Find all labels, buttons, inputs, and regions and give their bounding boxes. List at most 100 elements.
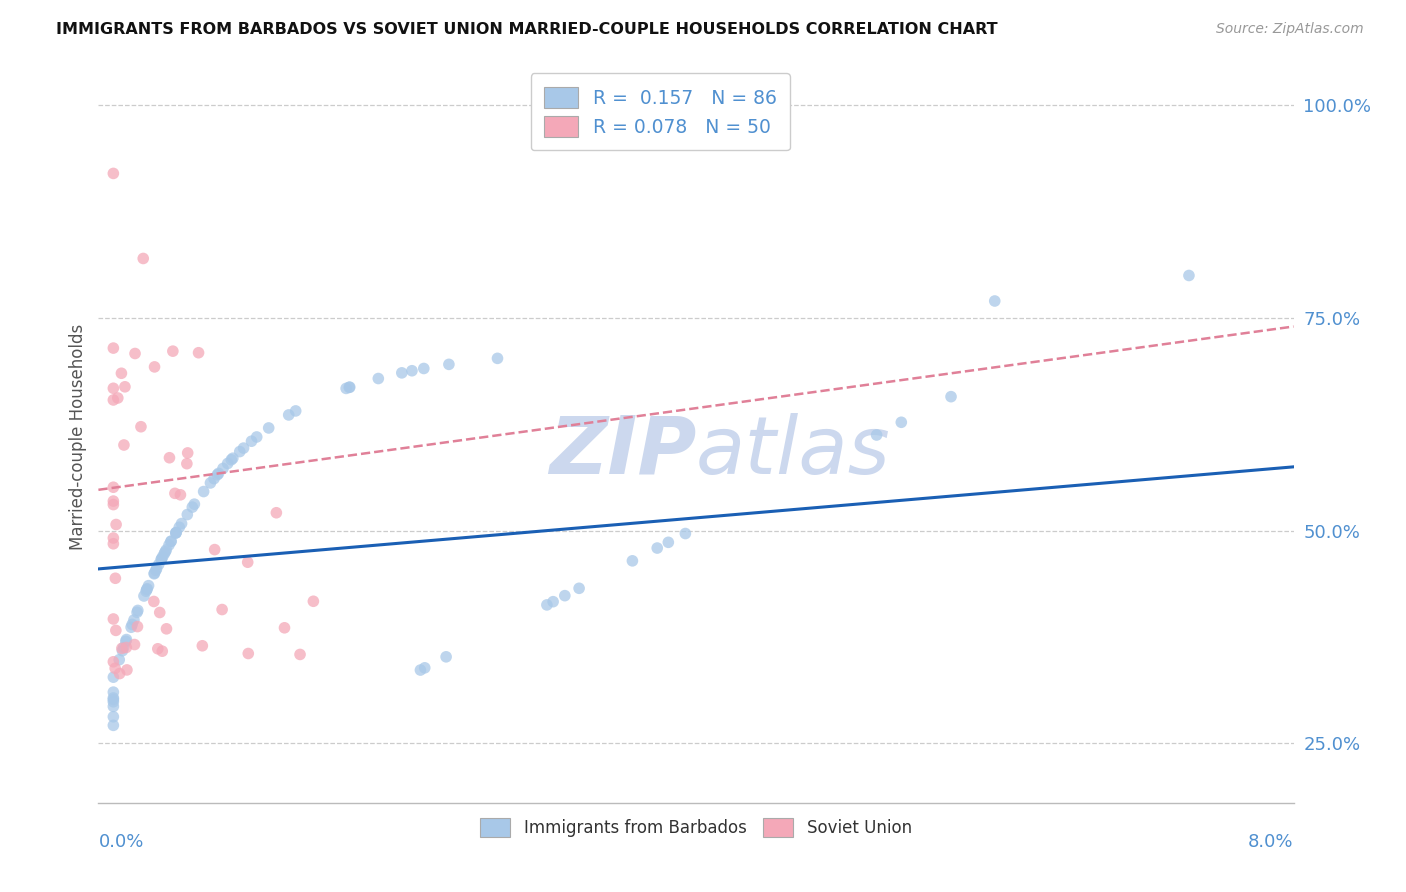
Text: atlas: atlas [696, 413, 891, 491]
Point [142, 594, 165, 608]
Point [162, 344, 184, 359]
Point [155, 622, 177, 636]
Text: ZIP: ZIP [548, 413, 696, 491]
Point [337, 380, 360, 394]
Point [107, 391, 129, 405]
Point [219, 452, 242, 467]
Point [115, 640, 138, 655]
Point [217, 457, 239, 471]
Point [127, 603, 149, 617]
Point [339, 380, 361, 394]
Point [202, 472, 225, 486]
Point [145, 563, 167, 577]
Point [155, 543, 177, 558]
Point [143, 566, 166, 580]
Point [865, 428, 887, 442]
Point [437, 357, 460, 371]
Point [288, 648, 311, 662]
Point [657, 535, 679, 549]
Y-axis label: Married-couple Households: Married-couple Households [69, 324, 87, 550]
Point [110, 366, 132, 380]
Point [112, 640, 135, 655]
Point [169, 488, 191, 502]
Point [103, 690, 125, 705]
Point [204, 542, 226, 557]
Point [104, 624, 127, 638]
Point [207, 467, 229, 481]
Point [176, 457, 198, 471]
Text: 0.0%: 0.0% [98, 833, 143, 851]
Point [536, 598, 558, 612]
Point [150, 552, 173, 566]
Point [183, 497, 205, 511]
Point [111, 644, 134, 658]
Point [143, 359, 166, 374]
Point [232, 441, 254, 455]
Point [159, 450, 181, 465]
Point [150, 644, 173, 658]
Point [890, 415, 912, 429]
Point [246, 430, 269, 444]
Point [114, 380, 136, 394]
Point [103, 699, 125, 714]
Text: 8.0%: 8.0% [1249, 833, 1294, 851]
Point [187, 345, 209, 359]
Point [103, 531, 125, 545]
Point [138, 579, 160, 593]
Point [155, 545, 177, 559]
Point [165, 525, 187, 540]
Point [120, 620, 142, 634]
Point [111, 641, 134, 656]
Point [240, 434, 263, 449]
Point [104, 661, 127, 675]
Point [413, 661, 436, 675]
Point [103, 381, 125, 395]
Point [127, 619, 149, 633]
Point [152, 549, 174, 564]
Point [207, 467, 229, 482]
Point [222, 451, 245, 466]
Point [103, 655, 125, 669]
Point [367, 371, 389, 385]
Point [103, 537, 125, 551]
Point [165, 525, 187, 540]
Point [568, 582, 591, 596]
Point [135, 584, 157, 599]
Point [257, 421, 280, 435]
Point [191, 639, 214, 653]
Point [124, 638, 146, 652]
Point [412, 361, 434, 376]
Point [1178, 268, 1201, 283]
Point [391, 366, 413, 380]
Point [165, 526, 187, 541]
Point [409, 663, 432, 677]
Point [136, 582, 159, 596]
Point [149, 606, 172, 620]
Point [115, 663, 138, 677]
Point [212, 461, 235, 475]
Point [157, 538, 180, 552]
Point [401, 364, 423, 378]
Point [541, 595, 564, 609]
Point [146, 641, 169, 656]
Legend: Immigrants from Barbados, Soviet Union: Immigrants from Barbados, Soviet Union [472, 810, 920, 846]
Point [273, 621, 295, 635]
Point [621, 554, 644, 568]
Point [148, 558, 170, 572]
Point [145, 562, 167, 576]
Point [125, 605, 148, 619]
Point [211, 602, 233, 616]
Point [284, 404, 307, 418]
Point [103, 494, 125, 508]
Point [103, 695, 125, 709]
Point [176, 446, 198, 460]
Point [939, 390, 962, 404]
Point [554, 589, 576, 603]
Point [122, 613, 145, 627]
Point [160, 534, 183, 549]
Point [112, 438, 135, 452]
Point [486, 351, 509, 366]
Point [236, 555, 259, 569]
Point [129, 419, 152, 434]
Point [176, 508, 198, 522]
